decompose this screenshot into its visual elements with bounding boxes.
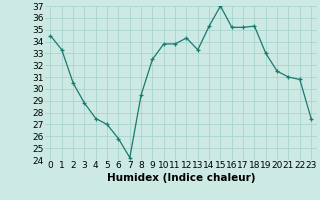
X-axis label: Humidex (Indice chaleur): Humidex (Indice chaleur) xyxy=(107,173,255,183)
